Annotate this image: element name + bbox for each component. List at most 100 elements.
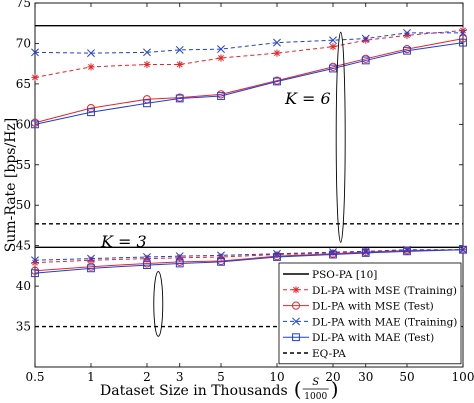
legend-label: DL-PA with MAE (Training) xyxy=(312,316,457,328)
y-tick-label: 45 xyxy=(16,239,31,253)
x-tick-label: 1 xyxy=(87,370,95,384)
square-marker xyxy=(87,264,95,273)
x-tick-label: 50 xyxy=(399,370,414,384)
square-marker xyxy=(459,245,467,254)
square-marker xyxy=(361,249,370,257)
asterisk-marker xyxy=(176,60,184,69)
square-marker xyxy=(273,253,281,261)
legend-box xyxy=(278,262,462,365)
x-marker xyxy=(361,247,370,256)
series-layer xyxy=(30,24,468,328)
x-label-fraction-den: 1000 xyxy=(304,392,327,402)
square-marker xyxy=(31,269,39,278)
y-tick-label: 55 xyxy=(16,158,31,172)
square-marker xyxy=(329,64,337,73)
y-tick-label: 35 xyxy=(16,320,31,334)
series xyxy=(31,26,467,82)
asterisk-marker xyxy=(329,249,337,257)
x-marker xyxy=(31,256,39,265)
legend-label: DL-PA with MSE (Training) xyxy=(312,285,457,297)
asterisk-marker xyxy=(292,286,300,294)
circle-marker xyxy=(291,301,301,310)
x-marker xyxy=(403,245,411,254)
square-marker xyxy=(31,120,39,129)
series-line xyxy=(34,249,464,272)
x-marker xyxy=(143,48,151,57)
asterisk-marker xyxy=(31,259,39,267)
x-tick-label: 2 xyxy=(143,370,151,384)
series-line xyxy=(34,249,464,274)
x-marker xyxy=(329,36,337,45)
x-tick-label: 20 xyxy=(325,370,340,384)
y-tick-label: 75 xyxy=(16,0,31,10)
series xyxy=(31,28,467,58)
x-marker xyxy=(292,317,300,326)
series xyxy=(31,38,467,129)
square-marker xyxy=(143,99,151,108)
series-line xyxy=(34,249,463,261)
x-marker xyxy=(143,253,151,261)
asterisk-marker xyxy=(143,255,151,263)
x-tick-label: 0.5 xyxy=(25,370,44,384)
legend-label: DL-PA with MAE (Test) xyxy=(312,332,434,344)
asterisk-marker xyxy=(217,54,225,62)
series-line xyxy=(34,42,464,125)
x-marker xyxy=(87,49,95,58)
legend-entry: DL-PA with MSE (Test) xyxy=(283,301,434,313)
square-marker xyxy=(273,77,281,86)
asterisk-marker xyxy=(87,256,95,264)
square-marker xyxy=(292,333,300,342)
x-tick-label: 30 xyxy=(358,370,373,384)
legend-label: DL-PA with MSE (Test) xyxy=(312,301,434,313)
asterisk-marker xyxy=(329,43,337,51)
legend-entry: DL-PA with MSE (Training) xyxy=(283,285,457,297)
legend-label: PSO-PA [10] xyxy=(312,269,377,281)
y-tick-label: 40 xyxy=(16,279,31,293)
x-tick-label: 5 xyxy=(217,370,225,384)
square-marker xyxy=(175,259,184,268)
square-marker xyxy=(329,250,337,259)
x-marker xyxy=(273,38,281,47)
x-marker xyxy=(217,251,225,260)
series-line xyxy=(34,38,464,124)
annotations: K = 6 K = 3 xyxy=(100,31,346,337)
square-marker xyxy=(361,56,370,65)
asterisk-marker xyxy=(143,60,151,69)
x-tick-label: 100 xyxy=(452,370,474,384)
x-marker xyxy=(217,45,225,54)
x-marker xyxy=(361,34,370,43)
legend-entry: DL-PA with MAE (Test) xyxy=(283,332,434,344)
plot-frame xyxy=(34,2,464,368)
x-tick-label: 10 xyxy=(269,370,284,384)
k6-ellipse xyxy=(335,31,346,243)
square-marker xyxy=(217,92,225,100)
y-axis-label: Sum-Rate [bps/Hz] xyxy=(3,118,19,253)
x-marker xyxy=(31,48,39,57)
square-marker xyxy=(143,261,151,269)
asterisk-marker xyxy=(31,73,39,82)
x-tick-label: 3 xyxy=(176,370,184,384)
series xyxy=(30,34,468,127)
x-label-fraction-num: S xyxy=(312,377,319,388)
square-marker xyxy=(403,46,411,55)
series-line xyxy=(34,32,463,54)
legend-entry: DL-PA with MAE (Training) xyxy=(283,316,457,328)
series xyxy=(31,245,467,278)
x-marker xyxy=(175,252,184,261)
asterisk-marker xyxy=(362,36,370,44)
legend: PSO-PA [10] DL-PA with MSE (Training) DL-P… xyxy=(278,262,462,365)
x-marker xyxy=(175,45,184,54)
x-marker xyxy=(403,28,411,37)
x-marker xyxy=(459,28,467,37)
y-tick-label: 70 xyxy=(16,36,31,50)
axis-labels: Sum-Rate [bps/Hz] Dataset Size in Thousan… xyxy=(3,118,339,402)
legend-entry: EQ-PA xyxy=(283,348,346,360)
square-marker xyxy=(217,257,225,266)
asterisk-marker xyxy=(87,63,95,71)
x-marker xyxy=(87,254,95,263)
square-marker xyxy=(87,108,95,117)
series-line xyxy=(34,30,464,78)
k3-label: K = 3 xyxy=(100,232,147,251)
